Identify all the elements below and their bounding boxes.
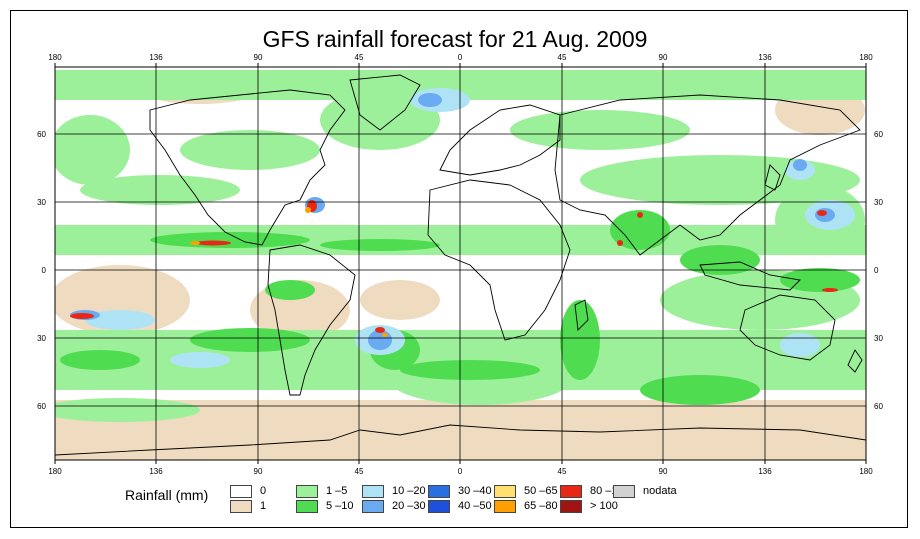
legend-swatch <box>230 484 252 498</box>
legend-swatch <box>560 484 582 498</box>
legend-swatch <box>230 499 252 513</box>
legend-swatch <box>428 484 450 498</box>
legend-item: 40 –50 <box>428 499 492 513</box>
legend-label: 1 <box>260 500 267 512</box>
lon-label: 0 <box>458 53 463 62</box>
lat-label: 60 <box>874 130 883 139</box>
tick-marks <box>54 63 867 464</box>
legend-item: > 100 <box>560 499 618 513</box>
legend-item: 65 –80 <box>494 499 558 513</box>
legend-item: 5 –10 <box>296 499 354 513</box>
lon-label: 180 <box>48 53 62 62</box>
legend-swatch <box>494 499 516 513</box>
rain-65-80mm-areas <box>190 207 388 337</box>
lon-label: 45 <box>355 53 364 62</box>
rain-5-10mm-areas <box>60 210 860 405</box>
legend-label: nodata <box>643 485 677 497</box>
japan-outline <box>764 164 781 191</box>
lat-label: 60 <box>874 402 883 411</box>
europe-outline <box>439 104 561 176</box>
new-zealand-outline <box>847 349 863 373</box>
antarctica-outline <box>55 424 866 456</box>
lon-label: 45 <box>355 467 364 476</box>
madagascar-outline <box>574 299 589 331</box>
lon-label: 90 <box>659 53 668 62</box>
latitude-labels-left: 60 30 0 30 60 <box>37 130 46 411</box>
legend-swatch <box>613 484 635 498</box>
coastlines <box>55 74 866 456</box>
lon-label: 180 <box>859 467 873 476</box>
lon-label: 136 <box>149 53 163 62</box>
legend-label: 40 –50 <box>458 500 492 512</box>
north-america-outline <box>149 89 346 246</box>
asia-outline <box>554 94 861 256</box>
lat-label: 30 <box>37 334 46 343</box>
latitude-labels-right: 60 30 0 30 60 <box>874 130 883 411</box>
legend-swatch <box>362 499 384 513</box>
legend-swatch <box>296 484 318 498</box>
lon-label: 136 <box>758 53 772 62</box>
rain-1-5mm-areas <box>55 70 866 422</box>
legend-item: 0 <box>230 484 266 498</box>
lon-label: 136 <box>149 467 163 476</box>
legend-label: 0 <box>260 485 267 497</box>
legend-label: > 100 <box>590 500 618 512</box>
lon-label: 45 <box>558 467 567 476</box>
indonesia-outline <box>699 261 801 291</box>
legend-label: 65 –80 <box>524 500 558 512</box>
lat-label: 60 <box>37 402 46 411</box>
legend-swatch <box>560 499 582 513</box>
greenland-outline <box>349 74 421 131</box>
legend-label: 30 –40 <box>458 485 492 497</box>
lon-label: 0 <box>458 467 463 476</box>
legend-swatch <box>362 484 384 498</box>
lon-label: 136 <box>758 467 772 476</box>
lon-label: 90 <box>254 53 263 62</box>
legend-label: 1 –5 <box>326 485 348 497</box>
lat-label: 30 <box>874 334 883 343</box>
lat-label: 0 <box>874 266 879 275</box>
rainfall-field <box>55 67 866 460</box>
australia-outline <box>739 294 836 361</box>
legend-item: 20 –30 <box>362 499 426 513</box>
legend-item: 1 –5 <box>296 484 347 498</box>
legend-swatch <box>494 484 516 498</box>
lon-label: 45 <box>558 53 567 62</box>
south-america-outline <box>267 244 356 396</box>
lat-label: 30 <box>37 198 46 207</box>
lat-label: 30 <box>874 198 883 207</box>
longitude-labels-bottom: 180 136 90 45 0 45 90 136 180 <box>48 467 873 476</box>
graticule <box>55 67 866 460</box>
lon-label: 180 <box>48 467 62 476</box>
legend-item: 10 –20 <box>362 484 426 498</box>
lon-label: 180 <box>859 53 873 62</box>
lat-label: 0 <box>42 266 47 275</box>
legend-item: 30 –40 <box>428 484 492 498</box>
legend-label: 10 –20 <box>392 485 426 497</box>
map-title: GFS rainfall forecast for 21 Aug. 2009 <box>262 26 648 52</box>
legend-swatch <box>296 499 318 513</box>
legend-label: 50 –65 <box>524 485 558 497</box>
legend-item: nodata <box>613 484 677 498</box>
lon-label: 90 <box>659 467 668 476</box>
legend-swatch <box>428 499 450 513</box>
figure-frame <box>10 10 908 528</box>
legend-label: 20 –30 <box>392 500 426 512</box>
legend-title: Rainfall (mm) <box>125 487 209 503</box>
legend-item: 50 –65 <box>494 484 558 498</box>
lat-label: 60 <box>37 130 46 139</box>
legend-item: 1 <box>230 499 266 513</box>
longitude-labels-top: 180 136 90 45 0 45 90 136 180 <box>48 53 873 62</box>
africa-outline <box>427 179 571 341</box>
legend-label: 5 –10 <box>326 500 354 512</box>
lon-label: 90 <box>254 467 263 476</box>
